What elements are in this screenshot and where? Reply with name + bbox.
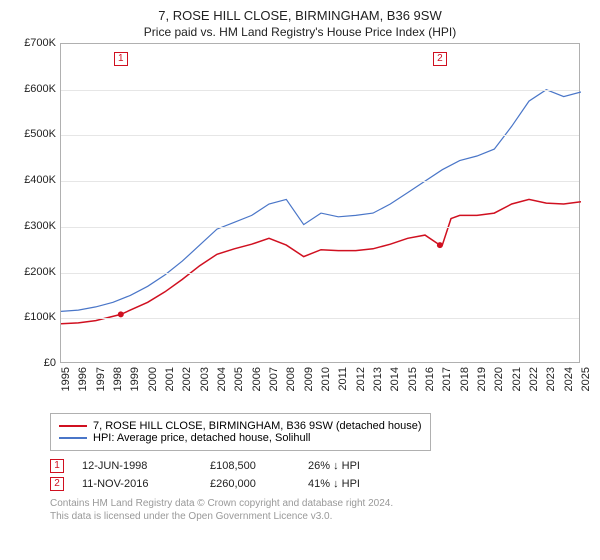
attribution-line: This data is licensed under the Open Gov… [50, 510, 590, 523]
x-tick-label: 2004 [216, 367, 228, 391]
x-tick-label: 2015 [407, 367, 419, 391]
sale-date: 11-NOV-2016 [82, 478, 192, 490]
chart-subtitle: Price paid vs. HM Land Registry's House … [10, 25, 590, 39]
sale-dot [437, 242, 443, 248]
x-axis: 1995 1996 1997 1998 1999 2000 2001 2002 2003 2004… [60, 363, 580, 413]
chart-title: 7, ROSE HILL CLOSE, BIRMINGHAM, B36 9SW [10, 8, 590, 23]
x-tick-label: 2022 [528, 367, 540, 391]
x-tick-label: 2016 [424, 367, 436, 391]
y-axis: £0£100K£200K£300K£400K£500K£600K£700K [10, 43, 60, 363]
chart-area: £0£100K£200K£300K£400K£500K£600K£700K 12… [10, 43, 590, 413]
y-tick-label: £700K [24, 37, 56, 49]
chart-container: 7, ROSE HILL CLOSE, BIRMINGHAM, B36 9SW … [0, 0, 600, 560]
legend-item: 7, ROSE HILL CLOSE, BIRMINGHAM, B36 9SW … [59, 420, 422, 432]
attribution: Contains HM Land Registry data © Crown c… [50, 497, 590, 523]
series-hpi [61, 90, 581, 312]
gridline [61, 318, 579, 319]
x-tick-label: 2021 [511, 367, 523, 391]
plot-area: 12 [60, 43, 580, 363]
sale-delta: 26% ↓ HPI [308, 460, 360, 472]
x-tick-label: 2017 [441, 367, 453, 391]
x-tick-label: 2018 [459, 367, 471, 391]
sale-dot [118, 311, 124, 317]
y-tick-label: £500K [24, 128, 56, 140]
x-tick-label: 2012 [355, 367, 367, 391]
x-tick-label: 2013 [372, 367, 384, 391]
sale-row-marker: 2 [50, 477, 64, 491]
x-tick-label: 1997 [95, 367, 107, 391]
x-tick-label: 1995 [60, 367, 72, 391]
gridline [61, 227, 579, 228]
y-tick-label: £300K [24, 220, 56, 232]
x-tick-label: 2019 [476, 367, 488, 391]
sale-marker: 2 [433, 52, 447, 66]
y-tick-label: £400K [24, 174, 56, 186]
x-tick-label: 1999 [129, 367, 141, 391]
x-tick-label: 2010 [320, 367, 332, 391]
y-tick-label: £600K [24, 83, 56, 95]
sale-row: 1 12-JUN-1998 £108,500 26% ↓ HPI [50, 459, 590, 473]
sales-table: 1 12-JUN-1998 £108,500 26% ↓ HPI 2 11-NOV-201… [50, 459, 590, 491]
x-tick-label: 2011 [337, 367, 349, 391]
x-tick-label: 2003 [199, 367, 211, 391]
y-tick-label: £200K [24, 266, 56, 278]
x-tick-label: 2001 [164, 367, 176, 391]
x-tick-label: 2005 [233, 367, 245, 391]
x-tick-label: 1996 [77, 367, 89, 391]
x-tick-label: 2007 [268, 367, 280, 391]
gridline [61, 273, 579, 274]
sale-price: £260,000 [210, 478, 290, 490]
x-tick-label: 2024 [563, 367, 575, 391]
x-tick-label: 2020 [493, 367, 505, 391]
x-tick-label: 2014 [389, 367, 401, 391]
sale-row-marker: 1 [50, 459, 64, 473]
sale-price: £108,500 [210, 460, 290, 472]
legend-label: HPI: Average price, detached house, Soli… [93, 432, 311, 444]
x-tick-label: 2023 [545, 367, 557, 391]
legend-label: 7, ROSE HILL CLOSE, BIRMINGHAM, B36 9SW … [93, 420, 422, 432]
attribution-line: Contains HM Land Registry data © Crown c… [50, 497, 590, 510]
sale-row: 2 11-NOV-2016 £260,000 41% ↓ HPI [50, 477, 590, 491]
y-tick-label: £100K [24, 311, 56, 323]
legend-item: HPI: Average price, detached house, Soli… [59, 432, 422, 444]
legend: 7, ROSE HILL CLOSE, BIRMINGHAM, B36 9SW … [50, 413, 431, 451]
line-chart-svg [61, 44, 581, 364]
sale-marker: 1 [114, 52, 128, 66]
x-tick-label: 2009 [303, 367, 315, 391]
x-tick-label: 2002 [181, 367, 193, 391]
legend-swatch [59, 425, 87, 427]
y-tick-label: £0 [44, 357, 56, 369]
gridline [61, 90, 579, 91]
legend-swatch [59, 437, 87, 439]
sale-date: 12-JUN-1998 [82, 460, 192, 472]
gridline [61, 181, 579, 182]
x-tick-label: 2008 [285, 367, 297, 391]
series-price_paid [61, 199, 581, 323]
x-tick-label: 2025 [580, 367, 592, 391]
x-tick-label: 2000 [147, 367, 159, 391]
sale-delta: 41% ↓ HPI [308, 478, 360, 490]
x-tick-label: 1998 [112, 367, 124, 391]
gridline [61, 135, 579, 136]
x-tick-label: 2006 [251, 367, 263, 391]
